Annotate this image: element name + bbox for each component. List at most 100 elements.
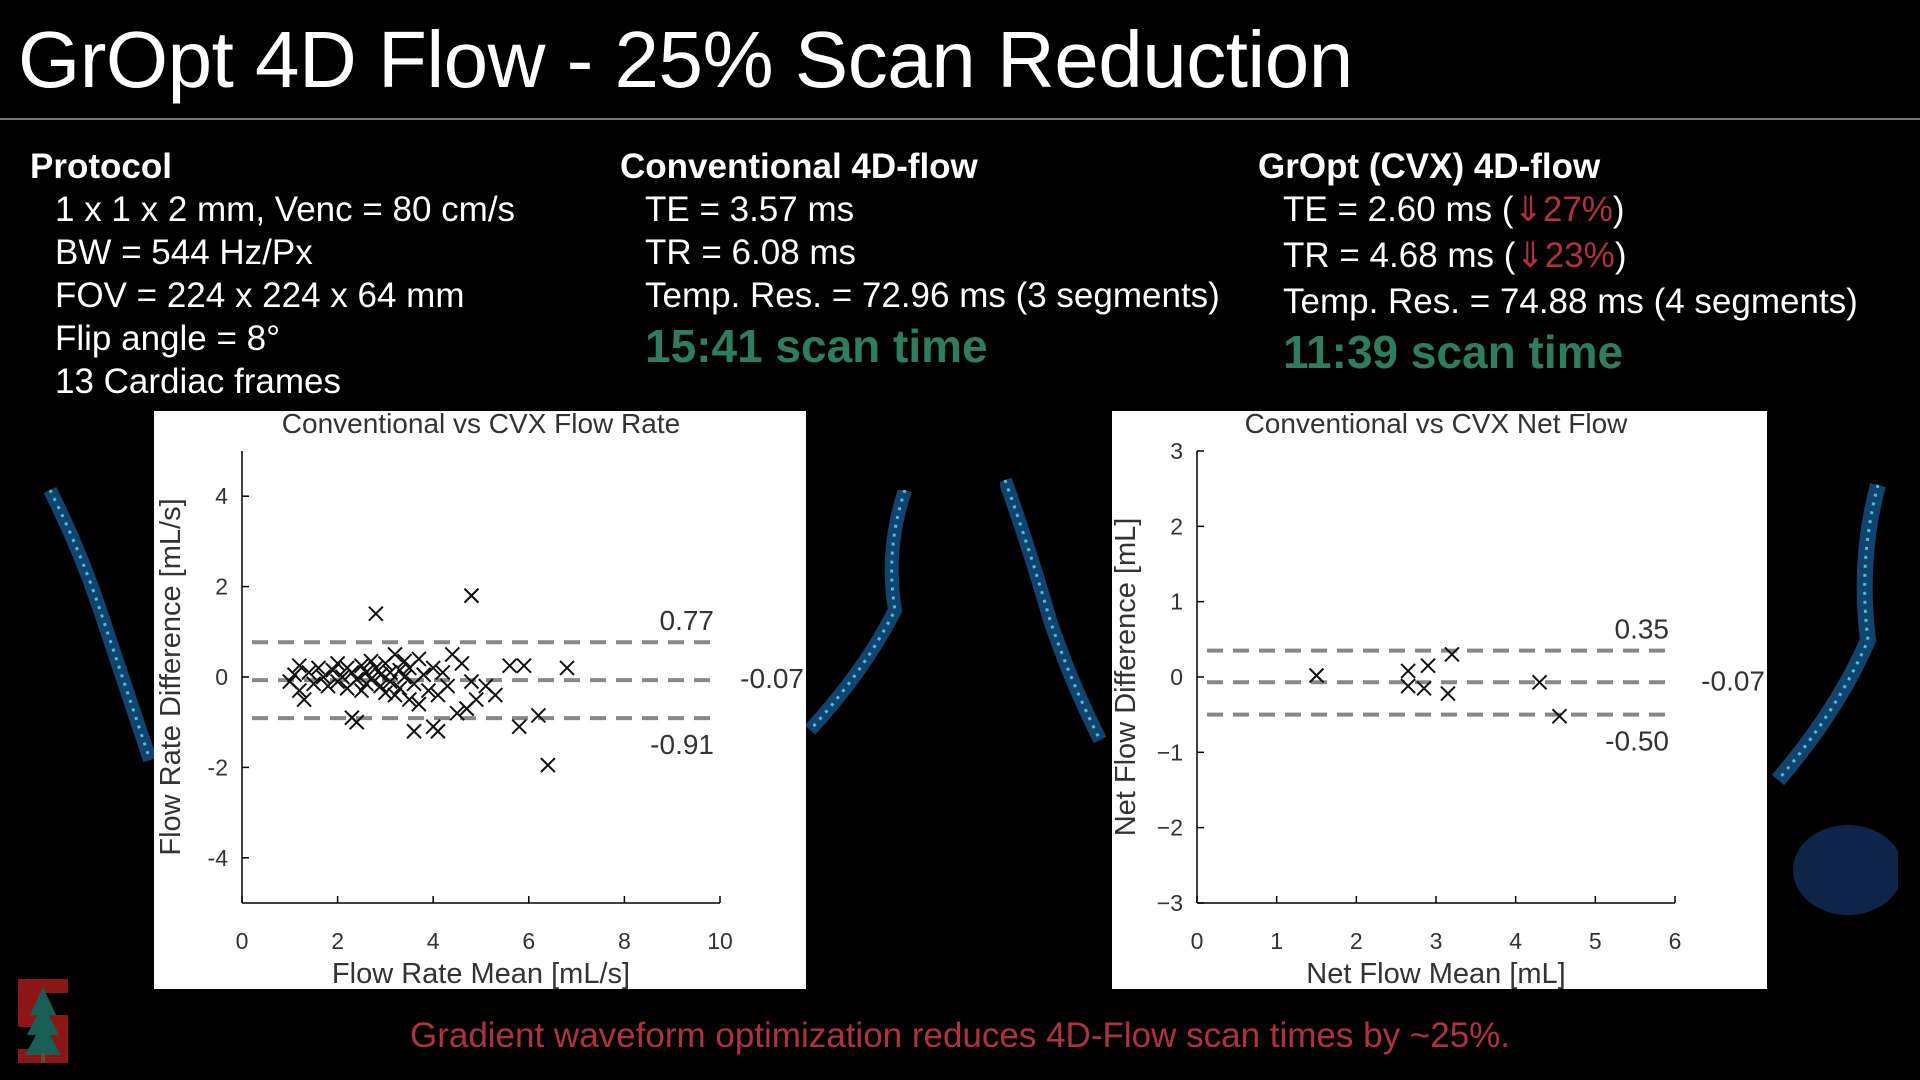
y-tick-label: 2	[215, 574, 228, 600]
data-point	[353, 682, 370, 699]
limit-label: -0.07	[1701, 665, 1765, 696]
university-logo	[18, 979, 68, 1063]
data-point	[392, 680, 408, 697]
data-point	[1416, 680, 1432, 697]
protocol-line: 1 x 1 x 2 mm, Venc = 80 cm/s	[55, 190, 516, 229]
data-point	[415, 667, 432, 683]
footer-conclusion: Gradient waveform optimization reduces 4…	[409, 1016, 1511, 1055]
data-point	[1400, 663, 1416, 679]
data-point	[286, 667, 303, 683]
y-tick-label: −1	[1157, 739, 1183, 765]
y-tick-label: -2	[208, 754, 228, 780]
data-point	[358, 664, 374, 681]
y-tick-label: 2	[1170, 513, 1183, 539]
x-tick-label: 2	[1350, 928, 1363, 954]
gropt-te: TE = 2.60 ms (⇓27%)	[1283, 188, 1858, 231]
limit-label: 0.35	[1615, 614, 1670, 645]
data-point	[387, 646, 403, 663]
data-point	[540, 757, 556, 773]
data-point	[1551, 708, 1568, 724]
data-point	[315, 669, 331, 685]
data-point	[310, 660, 327, 676]
gropt-heading: GrOpt (CVX) 4D-flow	[1258, 147, 1601, 186]
tr-reduction: ⇓23%	[1515, 236, 1615, 275]
data-point	[1308, 667, 1325, 684]
x-tick-label: 0	[1191, 928, 1204, 954]
data-point	[368, 606, 384, 622]
data-point	[396, 653, 413, 669]
data-point	[449, 705, 465, 721]
y-tick-label: 0	[1170, 664, 1183, 690]
gropt-tr: TR = 4.68 ms (⇓23%)	[1283, 234, 1858, 277]
limit-label: 0.77	[660, 605, 715, 636]
data-point	[1444, 646, 1460, 663]
flow-visualization-left	[43, 486, 157, 763]
data-point	[320, 678, 336, 694]
chart-title: Conventional vs CVX Net Flow	[1245, 411, 1629, 439]
data-point	[1531, 674, 1548, 690]
conventional-heading: Conventional 4D-flow	[620, 147, 978, 186]
gropt-te-value: TE = 2.60 ms (	[1283, 190, 1514, 229]
flow-rate-chart-panel: Conventional vs CVX Flow Rate 0 2 4 6 8 10 -4 -2…	[154, 411, 806, 989]
data-point	[463, 673, 480, 690]
y-tick-label: -4	[208, 845, 229, 871]
data-point	[377, 685, 394, 701]
data-point	[329, 655, 346, 672]
data-point	[411, 696, 427, 712]
data-point	[501, 657, 518, 674]
data-point	[344, 664, 360, 681]
data-point	[420, 682, 437, 699]
gropt-tr-value: TR = 4.68 ms (	[1283, 236, 1516, 275]
data-point	[454, 655, 470, 672]
net-flow-chart-panel: Conventional vs CVX Net Flow 0 1 2 3 4 5 6 −3 −2 −…	[1112, 411, 1767, 989]
y-tick-label: 4	[215, 483, 228, 509]
data-point	[334, 669, 351, 685]
limit-label: -0.07	[740, 663, 804, 694]
protocol-heading: Protocol	[30, 147, 172, 186]
gropt-column: GrOpt (CVX) 4D-flow TE = 2.60 ms (⇓27%) …	[1258, 145, 1858, 381]
paren: )	[1614, 236, 1627, 275]
x-tick-label: 5	[1589, 928, 1602, 954]
net-flow-bland-altman-chart: Conventional vs CVX Net Flow 0 1 2 3 4 5 6 −3 −2 −…	[1112, 411, 1765, 989]
data-point	[349, 714, 365, 730]
protocol-column: Protocol 1 x 1 x 2 mm, Venc = 80 cm/s BW…	[30, 145, 515, 403]
protocol-line: BW = 544 Hz/Px	[55, 233, 313, 272]
data-point	[392, 662, 408, 678]
y-axis-label: Flow Rate Difference [mL/s]	[155, 498, 187, 855]
data-point	[487, 687, 504, 703]
data-point	[372, 678, 389, 694]
limit-label: -0.91	[650, 729, 714, 760]
data-point	[325, 662, 341, 678]
y-tick-label: −2	[1157, 815, 1183, 841]
conventional-tr: TR = 6.08 ms	[645, 233, 857, 272]
data-point	[291, 682, 308, 699]
x-axis-label: Flow Rate Mean [mL/s]	[332, 958, 630, 989]
x-axis-label: Net Flow Mean [mL]	[1306, 958, 1565, 989]
y-axis-label: Net Flow Difference [mL]	[1112, 518, 1142, 837]
data-point	[363, 653, 379, 669]
data-point	[305, 676, 322, 692]
data-point	[435, 664, 451, 681]
conventional-column: Conventional 4D-flow TE = 3.57 ms TR = 6…	[620, 145, 1220, 375]
x-tick-label: 6	[522, 928, 535, 954]
data-point	[296, 691, 312, 708]
protocol-line: Flip angle = 8°	[55, 319, 281, 358]
gropt-scan-time: 11:39 scan time	[1283, 326, 1624, 378]
data-point	[516, 657, 532, 674]
data-point	[291, 657, 308, 674]
x-tick-label: 3	[1430, 928, 1443, 954]
paren: )	[1612, 190, 1625, 229]
data-point	[530, 707, 547, 724]
y-tick-label: −3	[1157, 890, 1183, 916]
data-point	[301, 664, 317, 681]
data-point	[387, 687, 403, 703]
data-point	[401, 691, 418, 708]
data-point	[372, 667, 389, 683]
limit-label: -0.50	[1605, 726, 1669, 757]
gropt-temp-res: Temp. Res. = 74.88 ms (4 segments)	[1283, 282, 1858, 321]
x-tick-label: 0	[236, 928, 249, 954]
te-reduction: ⇓27%	[1513, 190, 1613, 229]
x-tick-label: 10	[707, 928, 733, 954]
data-point	[439, 678, 456, 694]
x-tick-label: 8	[618, 928, 631, 954]
